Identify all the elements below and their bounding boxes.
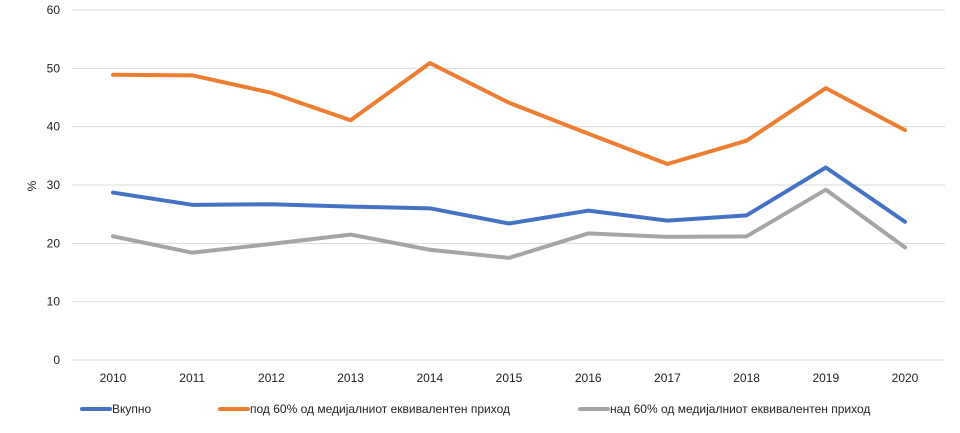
grid-lines <box>72 9 945 361</box>
y-tick-label: 60 <box>47 3 61 17</box>
y-tick-label: 30 <box>47 178 61 192</box>
y-tick-label: 50 <box>47 61 61 75</box>
legend-item-0: Вкупно <box>80 402 152 416</box>
x-tick-label: 2019 <box>812 371 839 385</box>
x-tick-label: 2012 <box>258 371 285 385</box>
x-tick-label: 2020 <box>892 371 919 385</box>
x-tick-label: 2014 <box>416 371 443 385</box>
x-tick-label: 2013 <box>337 371 364 385</box>
legend-item-2: над 60% од медијалниот еквивалентен прих… <box>578 402 870 416</box>
x-tick-label: 2018 <box>733 371 760 385</box>
x-tick-label: 2017 <box>654 371 681 385</box>
y-tick-label: 10 <box>47 295 61 309</box>
y-tick-label: 20 <box>47 236 61 250</box>
y-tick-label: 0 <box>53 353 60 367</box>
series-lines <box>111 61 907 260</box>
y-axis-label: % <box>25 180 39 191</box>
x-tick-label: 2010 <box>100 371 127 385</box>
legend-item-1: под 60% од медијалниот еквивалентен прих… <box>218 402 510 416</box>
legend-label: Вкупно <box>112 402 152 416</box>
y-tick-label: 40 <box>47 120 61 134</box>
series-line-1 <box>111 61 907 166</box>
x-tick-label: 2015 <box>496 371 523 385</box>
y-axis-ticks: 0 10 20 30 40 50 60 <box>47 3 61 367</box>
x-tick-label: 2016 <box>575 371 602 385</box>
legend-label: над 60% од медијалниот еквивалентен прих… <box>610 402 870 416</box>
x-axis-ticks: 2010 2011 2012 2013 2014 2015 2016 2017 2018 2019… <box>100 371 919 385</box>
x-tick-label: 2011 <box>179 371 205 385</box>
legend-label: под 60% од медијалниот еквивалентен прих… <box>250 402 510 416</box>
legend: Вкупно под 60% од медијалниот еквиваленте… <box>80 402 870 416</box>
